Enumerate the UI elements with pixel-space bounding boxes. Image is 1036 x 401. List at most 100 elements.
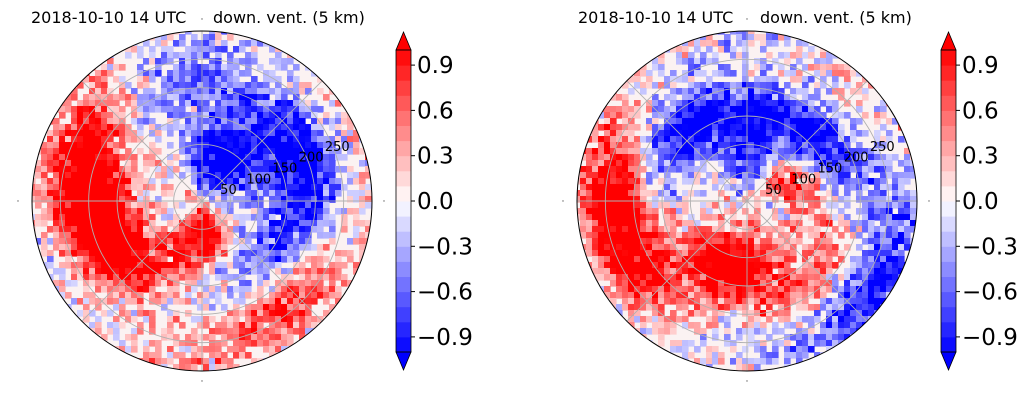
field-cell <box>131 214 138 221</box>
field-cell <box>862 268 869 275</box>
field-cell <box>311 154 318 161</box>
field-cell <box>179 352 186 359</box>
field-cell <box>221 184 228 191</box>
field-cell <box>784 208 791 215</box>
field-cell <box>754 358 761 365</box>
field-cell <box>850 184 857 191</box>
field-cell <box>215 202 222 209</box>
field-cell <box>179 202 186 209</box>
field-cell <box>167 76 174 83</box>
field-cell <box>179 34 186 41</box>
field-cell <box>820 238 827 245</box>
field-cell <box>275 334 282 341</box>
field-cell <box>820 70 827 77</box>
field-cell <box>329 232 336 239</box>
field-cell <box>323 118 330 125</box>
field-cell <box>622 148 629 155</box>
field-cell <box>634 70 641 77</box>
field-cell <box>353 136 360 143</box>
field-cell <box>185 160 192 167</box>
field-cell <box>119 298 126 305</box>
field-cell <box>874 208 881 215</box>
field-cell <box>227 112 234 119</box>
radial-tick-label: 250 <box>870 140 895 155</box>
field-cell <box>263 184 270 191</box>
field-cell <box>598 100 605 107</box>
field-cell <box>622 202 629 209</box>
field-cell <box>886 166 893 173</box>
colorbar-segment <box>396 140 411 157</box>
field-cell <box>221 316 228 323</box>
field-cell <box>718 214 725 221</box>
field-cell <box>646 340 653 347</box>
field-cell <box>742 292 749 299</box>
field-cell <box>65 280 72 287</box>
field-cell <box>137 292 144 299</box>
field-cell <box>736 238 743 245</box>
field-cell <box>790 52 797 59</box>
field-cell <box>670 346 677 353</box>
field-cell <box>215 136 222 143</box>
field-cell <box>203 214 210 221</box>
field-cell <box>227 148 234 155</box>
field-cell <box>263 82 270 89</box>
field-cell <box>730 46 737 53</box>
field-cell <box>191 52 198 59</box>
field-cell <box>634 106 641 113</box>
field-cell <box>796 286 803 293</box>
field-cell <box>652 310 659 317</box>
field-cell <box>910 256 917 263</box>
field-cell <box>35 220 42 227</box>
field-cell <box>796 214 803 221</box>
field-cell <box>317 160 324 167</box>
field-cell <box>577 190 581 197</box>
field-cell <box>628 328 635 335</box>
field-cell <box>742 328 749 335</box>
field-cell <box>323 286 330 293</box>
field-cell <box>646 250 653 257</box>
field-cell <box>646 178 653 185</box>
field-cell <box>604 256 611 263</box>
field-cell <box>796 184 803 191</box>
field-cell <box>167 130 174 137</box>
field-cell <box>239 340 246 347</box>
field-cell <box>233 274 240 281</box>
field-cell <box>83 268 90 275</box>
field-cell <box>604 274 611 281</box>
field-cell <box>772 244 779 251</box>
field-cell <box>335 298 342 305</box>
field-cell <box>281 250 288 257</box>
field-cell <box>59 268 66 275</box>
field-cell <box>724 196 731 203</box>
field-cell <box>65 178 72 185</box>
field-cell <box>628 190 635 197</box>
field-cell <box>706 292 713 299</box>
field-cell <box>598 172 605 179</box>
field-cell <box>874 136 881 143</box>
field-cell <box>610 178 617 185</box>
field-cell <box>730 148 737 155</box>
field-cell <box>640 238 647 245</box>
field-cell <box>622 136 629 143</box>
field-cell <box>688 58 695 65</box>
field-cell <box>814 340 821 347</box>
field-cell <box>760 64 767 71</box>
field-cell <box>796 340 803 347</box>
field-cell <box>886 256 893 263</box>
field-cell <box>832 106 839 113</box>
field-cell <box>850 316 857 323</box>
field-cell <box>676 154 683 161</box>
field-cell <box>257 184 264 191</box>
field-cell <box>844 160 851 167</box>
field-cell <box>652 130 659 137</box>
field-cell <box>329 196 336 203</box>
field-cell <box>838 94 845 101</box>
field-cell <box>592 130 599 137</box>
field-cell <box>239 334 246 341</box>
angular-gridline <box>746 80 868 202</box>
field-cell <box>796 322 803 329</box>
field-cell <box>682 178 689 185</box>
field-cell <box>89 130 96 137</box>
field-cell <box>778 328 785 335</box>
field-cell <box>215 262 222 269</box>
